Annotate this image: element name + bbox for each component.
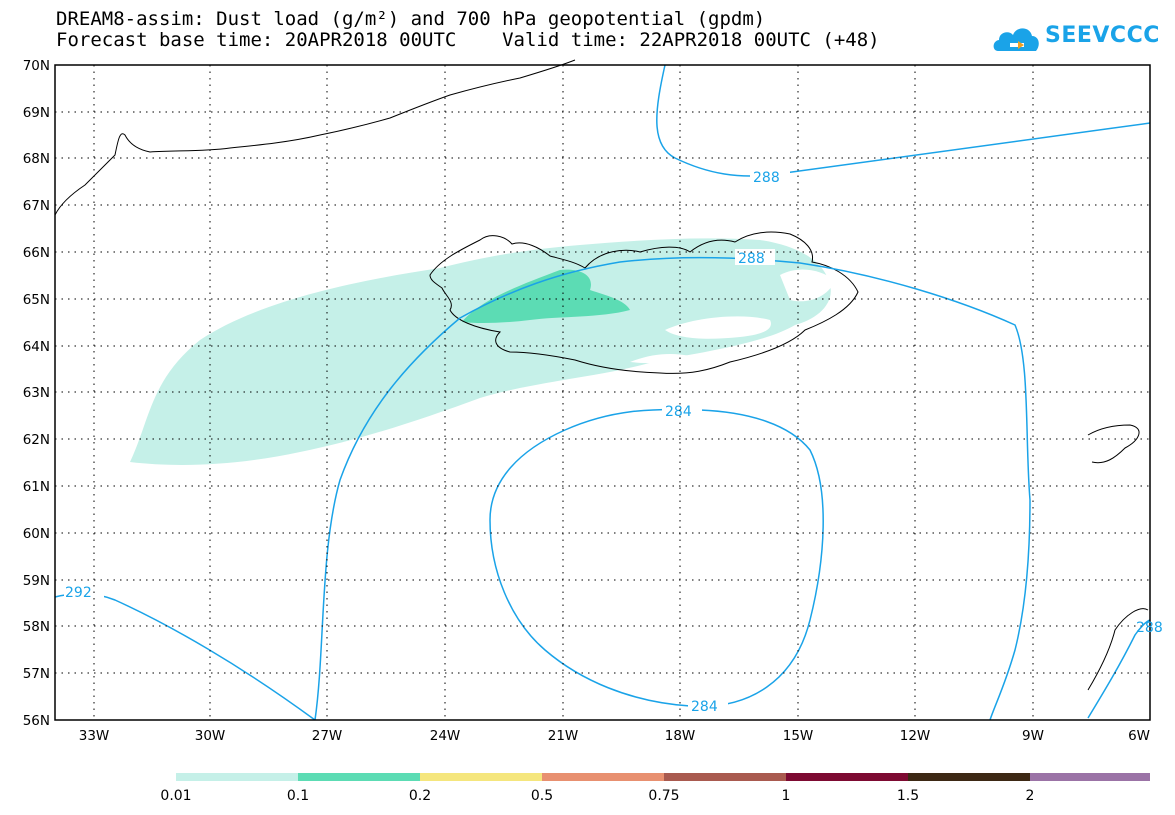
lon-label: 9W bbox=[1022, 728, 1044, 744]
lon-label: 6W bbox=[1128, 728, 1150, 744]
colorbar-label: 0.5 bbox=[531, 788, 553, 804]
lon-label: 18W bbox=[665, 728, 696, 744]
lat-label: 66N bbox=[23, 245, 50, 261]
lat-label: 64N bbox=[23, 339, 50, 355]
colorbar-swatch bbox=[664, 773, 786, 781]
coastlines bbox=[54, 59, 1149, 691]
contour-label: 284 bbox=[665, 404, 692, 420]
colorbar-label: 0.1 bbox=[287, 788, 309, 804]
map-frame bbox=[54, 64, 1151, 721]
contour-label: 288 bbox=[738, 251, 765, 267]
contour-284 bbox=[489, 408, 824, 708]
lat-lon-gridlines bbox=[55, 65, 1150, 720]
lon-label: 21W bbox=[548, 728, 579, 744]
contour-label: 292 bbox=[65, 585, 92, 601]
contour-label: 288 bbox=[1136, 620, 1163, 636]
colorbar-label: 1.5 bbox=[897, 788, 919, 804]
lon-label: 12W bbox=[900, 728, 931, 744]
map-title-line2: Forecast base time: 20APR2018 00UTC Vali… bbox=[56, 29, 880, 51]
contour-288-north bbox=[656, 64, 1151, 177]
colorbar-label: 0.75 bbox=[648, 788, 679, 804]
greenland-coast bbox=[54, 59, 576, 216]
lat-label: 59N bbox=[23, 573, 50, 589]
contour-labels: 288 288 284 284 292 bbox=[64, 168, 790, 715]
lat-label: 57N bbox=[23, 666, 50, 682]
lon-label: 33W bbox=[79, 728, 110, 744]
lon-label: 30W bbox=[195, 728, 226, 744]
colorbar-swatch bbox=[542, 773, 664, 781]
lat-label: 56N bbox=[23, 713, 50, 729]
iceland-coast bbox=[429, 231, 859, 374]
colorbar-label: 2 bbox=[1026, 788, 1035, 804]
lon-label: 27W bbox=[312, 728, 343, 744]
colorbar-swatch bbox=[420, 773, 542, 781]
dust-area-mid bbox=[462, 269, 630, 324]
map-title-line1: DREAM8-assim: Dust load (g/m²) and 700 h… bbox=[56, 8, 766, 30]
lat-label: 63N bbox=[23, 385, 50, 401]
colorbar-label: 0.01 bbox=[160, 788, 191, 804]
cloud-logo-icon bbox=[993, 28, 1039, 51]
lat-label: 62N bbox=[23, 432, 50, 448]
contour-label: 288 bbox=[753, 170, 780, 186]
faroe-coast bbox=[1087, 424, 1140, 464]
colorbar: 0.01 0.1 0.2 0.5 0.75 1 1.5 2 bbox=[160, 773, 1150, 804]
latitude-labels: 70N 69N 68N 67N 66N 65N 64N 63N 62N 61N … bbox=[23, 58, 50, 729]
colorbar-label: 1 bbox=[782, 788, 791, 804]
colorbar-swatch bbox=[786, 773, 908, 781]
lat-label: 65N bbox=[23, 292, 50, 308]
lat-label: 60N bbox=[23, 526, 50, 542]
longitude-labels: 33W 30W 27W 24W 21W 18W 15W 12W 9W 6W bbox=[79, 728, 1150, 744]
dust-area-low bbox=[130, 238, 831, 465]
logo-text: SEEVCCC bbox=[1045, 23, 1160, 48]
lat-label: 69N bbox=[23, 105, 50, 121]
lon-label: 15W bbox=[783, 728, 814, 744]
lat-label: 61N bbox=[23, 479, 50, 495]
colorbar-swatch bbox=[1030, 773, 1150, 781]
lat-label: 68N bbox=[23, 151, 50, 167]
colorbar-swatch bbox=[298, 773, 420, 781]
lon-label: 24W bbox=[430, 728, 461, 744]
lat-label: 58N bbox=[23, 619, 50, 635]
contour-label: 284 bbox=[691, 699, 718, 715]
colorbar-label: 0.2 bbox=[409, 788, 431, 804]
scotland-coast bbox=[1087, 608, 1149, 691]
lat-label: 70N bbox=[23, 58, 50, 74]
lat-label: 67N bbox=[23, 198, 50, 214]
colorbar-swatch bbox=[176, 773, 298, 781]
colorbar-swatch bbox=[908, 773, 1030, 781]
contour-288-east bbox=[1087, 619, 1151, 719]
